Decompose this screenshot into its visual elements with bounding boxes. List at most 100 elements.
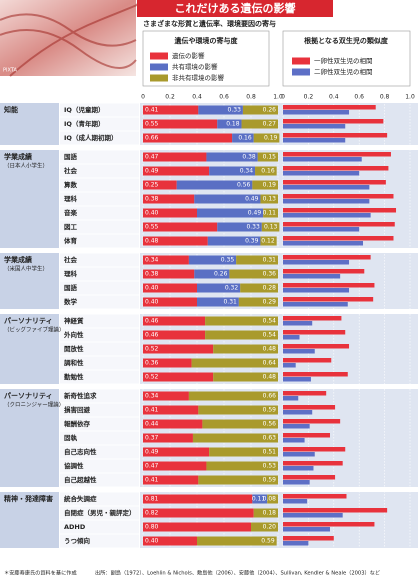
legend-swatch bbox=[292, 68, 310, 76]
group-note: （米国人中学生） bbox=[4, 265, 48, 273]
group-label: パーソナリティ bbox=[4, 391, 53, 400]
row-label: 自己超越性 bbox=[64, 475, 97, 484]
value-label: 0.48 bbox=[145, 238, 159, 245]
row-cell bbox=[60, 220, 139, 234]
value-label: 0.18 bbox=[263, 510, 277, 517]
bar-segment bbox=[194, 269, 230, 279]
bar bbox=[283, 260, 350, 265]
bar bbox=[283, 283, 375, 288]
value-label: 0.44 bbox=[145, 421, 159, 428]
value-label: 0.13 bbox=[263, 196, 277, 203]
bar-segment bbox=[192, 433, 278, 443]
legend-label: 遺伝の影響 bbox=[172, 51, 205, 60]
title-banner bbox=[137, 0, 333, 17]
bar bbox=[283, 499, 308, 504]
legend-title: 遺伝や環境の寄与度 bbox=[174, 36, 239, 45]
bar bbox=[283, 269, 365, 274]
bar-segment bbox=[217, 119, 242, 129]
bar bbox=[283, 227, 360, 232]
bar-segment bbox=[143, 119, 218, 129]
bar bbox=[283, 302, 348, 307]
bar bbox=[283, 363, 296, 368]
bar bbox=[283, 321, 313, 326]
legend-label: 共有環境の影響 bbox=[172, 62, 218, 71]
bar-segment bbox=[206, 152, 258, 162]
row-cell bbox=[60, 459, 139, 473]
bar-segment bbox=[213, 372, 278, 382]
bar bbox=[283, 433, 330, 438]
value-label: 0.81 bbox=[145, 496, 159, 503]
row-label: 統合失調症 bbox=[64, 494, 97, 503]
bar-segment bbox=[206, 461, 278, 471]
legend-label: 一卵性双生児の相関 bbox=[314, 56, 373, 65]
value-label: 0.52 bbox=[145, 374, 159, 381]
bar bbox=[283, 424, 310, 429]
bar bbox=[283, 372, 348, 377]
row-label: IQ（成人期初期） bbox=[64, 133, 117, 142]
legend-label: 非共有環境の影響 bbox=[172, 73, 225, 82]
row-cell bbox=[60, 234, 139, 248]
value-label: 0.40 bbox=[145, 538, 159, 545]
bar-segment bbox=[143, 536, 197, 546]
x-tick-label: 0 bbox=[141, 94, 145, 101]
bar-segment bbox=[143, 405, 199, 415]
bar-segment bbox=[198, 405, 278, 415]
bar-segment bbox=[197, 297, 239, 307]
x-tick-label: 0.4 bbox=[329, 94, 339, 101]
header-image bbox=[0, 0, 136, 76]
value-label: 0.46 bbox=[145, 332, 159, 339]
value-label: 0.34 bbox=[240, 168, 254, 175]
value-label: 0.82 bbox=[145, 510, 159, 517]
row-label: 音楽 bbox=[64, 208, 78, 217]
bar bbox=[283, 199, 370, 204]
row-cell bbox=[60, 103, 139, 117]
bar bbox=[283, 513, 343, 518]
bar bbox=[283, 288, 350, 293]
bar-segment bbox=[143, 236, 208, 246]
value-label: 0.38 bbox=[242, 154, 256, 161]
row-label: 自閉症（男児・親評定） bbox=[64, 508, 136, 517]
bar bbox=[283, 297, 374, 302]
row-label: 外向性 bbox=[64, 330, 84, 339]
value-label: 0.19 bbox=[264, 135, 278, 142]
bar bbox=[283, 208, 397, 213]
value-label: 0.15 bbox=[263, 154, 277, 161]
bar-segment bbox=[251, 522, 278, 532]
row-cell bbox=[60, 356, 139, 370]
row-label: うつ傾向 bbox=[64, 536, 91, 545]
bar bbox=[283, 349, 315, 354]
row-cell bbox=[60, 389, 139, 403]
value-label: 0.47 bbox=[145, 154, 159, 161]
legend-swatch bbox=[292, 57, 310, 65]
x-tick-label: 0.2 bbox=[165, 94, 175, 101]
bar bbox=[283, 274, 341, 279]
value-label: 0.54 bbox=[263, 318, 277, 325]
bar bbox=[283, 344, 350, 349]
bar-segment bbox=[194, 194, 261, 204]
value-label: 0.59 bbox=[263, 477, 277, 484]
bar bbox=[283, 377, 311, 382]
value-label: 0.38 bbox=[145, 271, 159, 278]
bar bbox=[283, 105, 376, 110]
bar-segment bbox=[143, 433, 193, 443]
bar bbox=[283, 124, 346, 129]
bar bbox=[283, 152, 391, 157]
bar-segment bbox=[143, 269, 195, 279]
bar bbox=[283, 419, 341, 424]
value-label: 0.66 bbox=[145, 135, 159, 142]
bar-segment bbox=[197, 208, 264, 218]
value-label: 0.34 bbox=[145, 393, 159, 400]
legend-swatch bbox=[150, 52, 168, 60]
row-label: 勤勉性 bbox=[64, 372, 84, 381]
bar bbox=[283, 466, 314, 471]
bar-segment bbox=[143, 391, 189, 401]
bar-segment bbox=[261, 222, 280, 232]
x-tick-label: 1.0 bbox=[273, 94, 283, 101]
value-label: 0.54 bbox=[263, 332, 277, 339]
row-cell bbox=[60, 403, 139, 417]
row-label: 協調性 bbox=[64, 461, 84, 470]
bar bbox=[283, 475, 336, 480]
bar bbox=[283, 527, 330, 532]
x-tick-label: 1.0 bbox=[405, 94, 415, 101]
bar bbox=[283, 166, 389, 171]
